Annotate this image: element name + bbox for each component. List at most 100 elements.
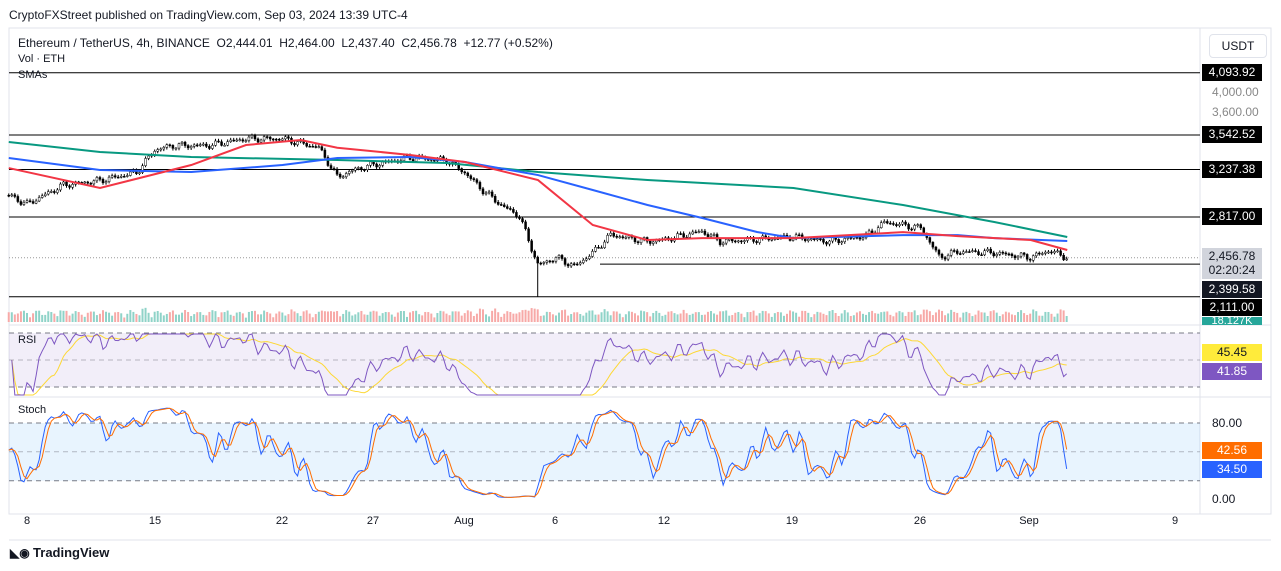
candle (22, 202, 26, 205)
candle (341, 176, 345, 179)
stoch-k-value: 34.50 (1202, 461, 1262, 478)
candle (62, 181, 65, 185)
volume-bar (1044, 311, 1047, 322)
candle (320, 146, 324, 151)
candle (354, 167, 357, 171)
volume-bar (92, 311, 95, 322)
volume-bar (792, 311, 795, 322)
candle (28, 200, 32, 202)
candle (615, 235, 618, 238)
x-tick: Sep (1019, 515, 1039, 527)
volume-bar (156, 311, 159, 322)
symbol-name[interactable]: Ethereum / TetherUS, 4h, BINANCE (18, 36, 210, 50)
candle (575, 263, 579, 266)
candle (858, 237, 862, 240)
volume-bar (834, 312, 837, 322)
volume-bar (129, 310, 132, 322)
candle (883, 221, 886, 223)
volume-bar (986, 315, 989, 322)
volume-bar (232, 315, 235, 322)
candle (211, 145, 214, 149)
volume-bar (454, 311, 457, 322)
candle (180, 141, 184, 144)
volume-bar (77, 312, 80, 322)
volume-bar (743, 317, 746, 322)
candle (913, 225, 916, 230)
volume-bar (685, 313, 688, 322)
level-label: 2,399.58 (1202, 281, 1262, 298)
volume-bar (977, 310, 980, 322)
candle (743, 240, 746, 242)
candle (1010, 253, 1014, 256)
volume-bar (968, 313, 971, 322)
candle (499, 204, 503, 206)
candle (226, 141, 229, 146)
candle (159, 148, 162, 151)
volume-bar (263, 310, 266, 322)
volume-bar (120, 313, 123, 322)
volume-bar (965, 311, 968, 322)
last-price-label: 2,456.78 02:20:24 (1202, 248, 1262, 279)
candle (484, 192, 488, 195)
sma200-line (8, 140, 1068, 238)
volume-bar (673, 313, 676, 322)
volume-bar (123, 317, 126, 322)
candle (1044, 251, 1047, 254)
candle (195, 144, 199, 147)
candle (545, 260, 549, 263)
volume-bar (828, 311, 831, 322)
x-tick: 15 (148, 515, 162, 527)
candle (68, 185, 71, 188)
volume-bar (880, 312, 883, 322)
candle (217, 140, 220, 143)
volume-bar (363, 314, 366, 322)
smas-legend[interactable]: SMAs (18, 69, 48, 81)
volume-bar (919, 314, 922, 322)
volume-bar (184, 309, 187, 322)
candle (50, 191, 53, 193)
candle (177, 143, 181, 149)
candle (813, 238, 816, 240)
candle (557, 255, 561, 258)
volume-bar (217, 317, 220, 322)
candle (1028, 258, 1032, 261)
volume-bar (524, 309, 527, 322)
tradingview-logo[interactable]: ◣◉ TradingView (10, 545, 109, 560)
volume-bar (433, 317, 436, 322)
candle (679, 233, 682, 235)
published-caption: CryptoFXStreet published on TradingView.… (9, 8, 408, 22)
candle (861, 237, 865, 240)
candle (962, 251, 965, 254)
volume-legend[interactable]: Vol · ETH (18, 53, 66, 65)
ohlc-high: H2,464.00 (279, 36, 335, 50)
candle (37, 197, 41, 202)
volume-bar (606, 311, 609, 322)
candle (1019, 252, 1023, 257)
volume-bar (807, 312, 810, 322)
candle (572, 263, 576, 265)
candle (886, 221, 889, 224)
candle (481, 188, 485, 195)
currency-button[interactable]: USDT (1209, 34, 1267, 58)
candle (566, 264, 570, 267)
volume-bar (557, 312, 560, 322)
volume-bar (266, 311, 269, 322)
candle (791, 238, 795, 241)
candle (588, 256, 591, 260)
candle (582, 259, 585, 263)
candle (275, 138, 278, 141)
volume-bar (795, 312, 798, 322)
candle (968, 251, 971, 253)
volume-bar (871, 310, 874, 322)
candle (156, 149, 159, 152)
candle (1038, 252, 1041, 255)
volume-bar (992, 310, 995, 322)
volume-bar (485, 314, 488, 322)
volume-bar (65, 310, 68, 322)
candle (734, 240, 737, 243)
candle (460, 168, 463, 173)
volume-bar (1010, 314, 1013, 322)
volume-bar (314, 314, 317, 322)
ohlc-change: +12.77 (+0.52%) (463, 36, 553, 50)
